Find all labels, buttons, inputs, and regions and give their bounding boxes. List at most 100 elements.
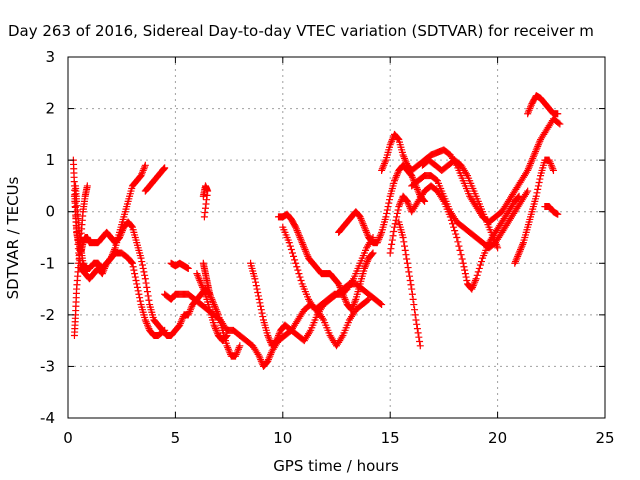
data-point xyxy=(517,244,525,252)
data-point xyxy=(206,290,214,298)
data-point xyxy=(411,306,419,314)
data-point xyxy=(363,230,371,238)
data-point xyxy=(473,271,481,279)
data-point xyxy=(453,234,461,241)
data-point xyxy=(285,239,293,247)
data-point xyxy=(136,297,144,305)
data-point xyxy=(295,270,303,278)
data-point xyxy=(139,264,147,272)
data-point xyxy=(368,250,376,258)
data-point xyxy=(185,309,193,317)
data-point xyxy=(471,278,479,286)
data-point xyxy=(294,228,302,236)
data-point xyxy=(236,342,244,350)
y-tick-label: 1 xyxy=(45,151,55,169)
data-point xyxy=(319,314,327,322)
data-point xyxy=(448,220,456,228)
data-point xyxy=(138,168,146,176)
data-point xyxy=(142,318,150,326)
data-point xyxy=(223,331,231,339)
data-point xyxy=(255,352,263,360)
data-point xyxy=(224,345,232,353)
data-point xyxy=(139,166,147,174)
data-point xyxy=(258,309,266,317)
data-point xyxy=(395,203,403,211)
data-point xyxy=(363,259,371,267)
data-point xyxy=(450,223,458,231)
data-point xyxy=(306,328,314,336)
data-point xyxy=(489,234,497,241)
data-point xyxy=(454,238,462,246)
data-point xyxy=(186,306,194,314)
data-point xyxy=(469,283,477,291)
data-point xyxy=(415,333,423,341)
data-point xyxy=(405,268,413,276)
data-point xyxy=(144,292,152,300)
data-point xyxy=(375,234,383,241)
data-point xyxy=(176,319,184,327)
data-point xyxy=(341,295,349,303)
data-point xyxy=(256,354,264,362)
data-point xyxy=(516,247,524,255)
data-point xyxy=(400,238,408,246)
data-point xyxy=(391,220,399,228)
data-point xyxy=(198,282,206,290)
data-point xyxy=(187,304,195,312)
data-point xyxy=(399,151,407,159)
x-tick-label: 15 xyxy=(381,429,400,447)
data-point xyxy=(514,252,522,260)
data-point xyxy=(265,354,273,362)
data-point xyxy=(531,149,539,157)
data-point xyxy=(291,256,299,264)
data-point xyxy=(129,263,137,271)
data-point xyxy=(257,357,265,365)
scatter-series xyxy=(70,182,91,339)
scatter-series xyxy=(161,290,244,339)
data-point xyxy=(374,237,382,245)
x-tick-label: 20 xyxy=(488,429,507,447)
data-point xyxy=(291,222,299,230)
data-point xyxy=(461,266,469,274)
data-point xyxy=(378,166,386,174)
data-point xyxy=(361,263,369,271)
data-point xyxy=(405,201,413,209)
data-point xyxy=(232,352,240,360)
data-point xyxy=(297,237,305,245)
data-point xyxy=(131,273,139,281)
data-point xyxy=(254,292,262,300)
data-point xyxy=(127,258,135,266)
data-point xyxy=(296,273,304,281)
data-point xyxy=(401,246,409,254)
data-point xyxy=(212,326,220,334)
data-point xyxy=(378,165,386,173)
data-point xyxy=(349,276,357,284)
data-point xyxy=(524,166,532,174)
data-point xyxy=(254,289,262,297)
data-point xyxy=(535,178,543,186)
data-point xyxy=(413,320,421,328)
data-point xyxy=(264,331,272,339)
data-point xyxy=(336,283,344,291)
data-point xyxy=(348,304,356,312)
data-point xyxy=(532,192,540,200)
data-point xyxy=(511,259,519,267)
data-point xyxy=(275,330,283,338)
data-point xyxy=(526,161,534,169)
data-point xyxy=(264,356,272,364)
data-point xyxy=(335,280,343,288)
data-point xyxy=(492,240,500,248)
data-point xyxy=(392,173,400,181)
data-point xyxy=(211,304,219,312)
data-point xyxy=(296,234,304,241)
data-point xyxy=(523,189,531,197)
data-point xyxy=(401,156,409,164)
x-tick-label: 10 xyxy=(273,429,292,447)
data-point xyxy=(257,306,265,314)
data-point xyxy=(264,357,272,365)
data-point xyxy=(302,247,310,255)
data-point xyxy=(388,240,396,248)
x-tick-label: 0 xyxy=(63,429,73,447)
data-point xyxy=(463,276,471,284)
data-point xyxy=(364,296,372,304)
